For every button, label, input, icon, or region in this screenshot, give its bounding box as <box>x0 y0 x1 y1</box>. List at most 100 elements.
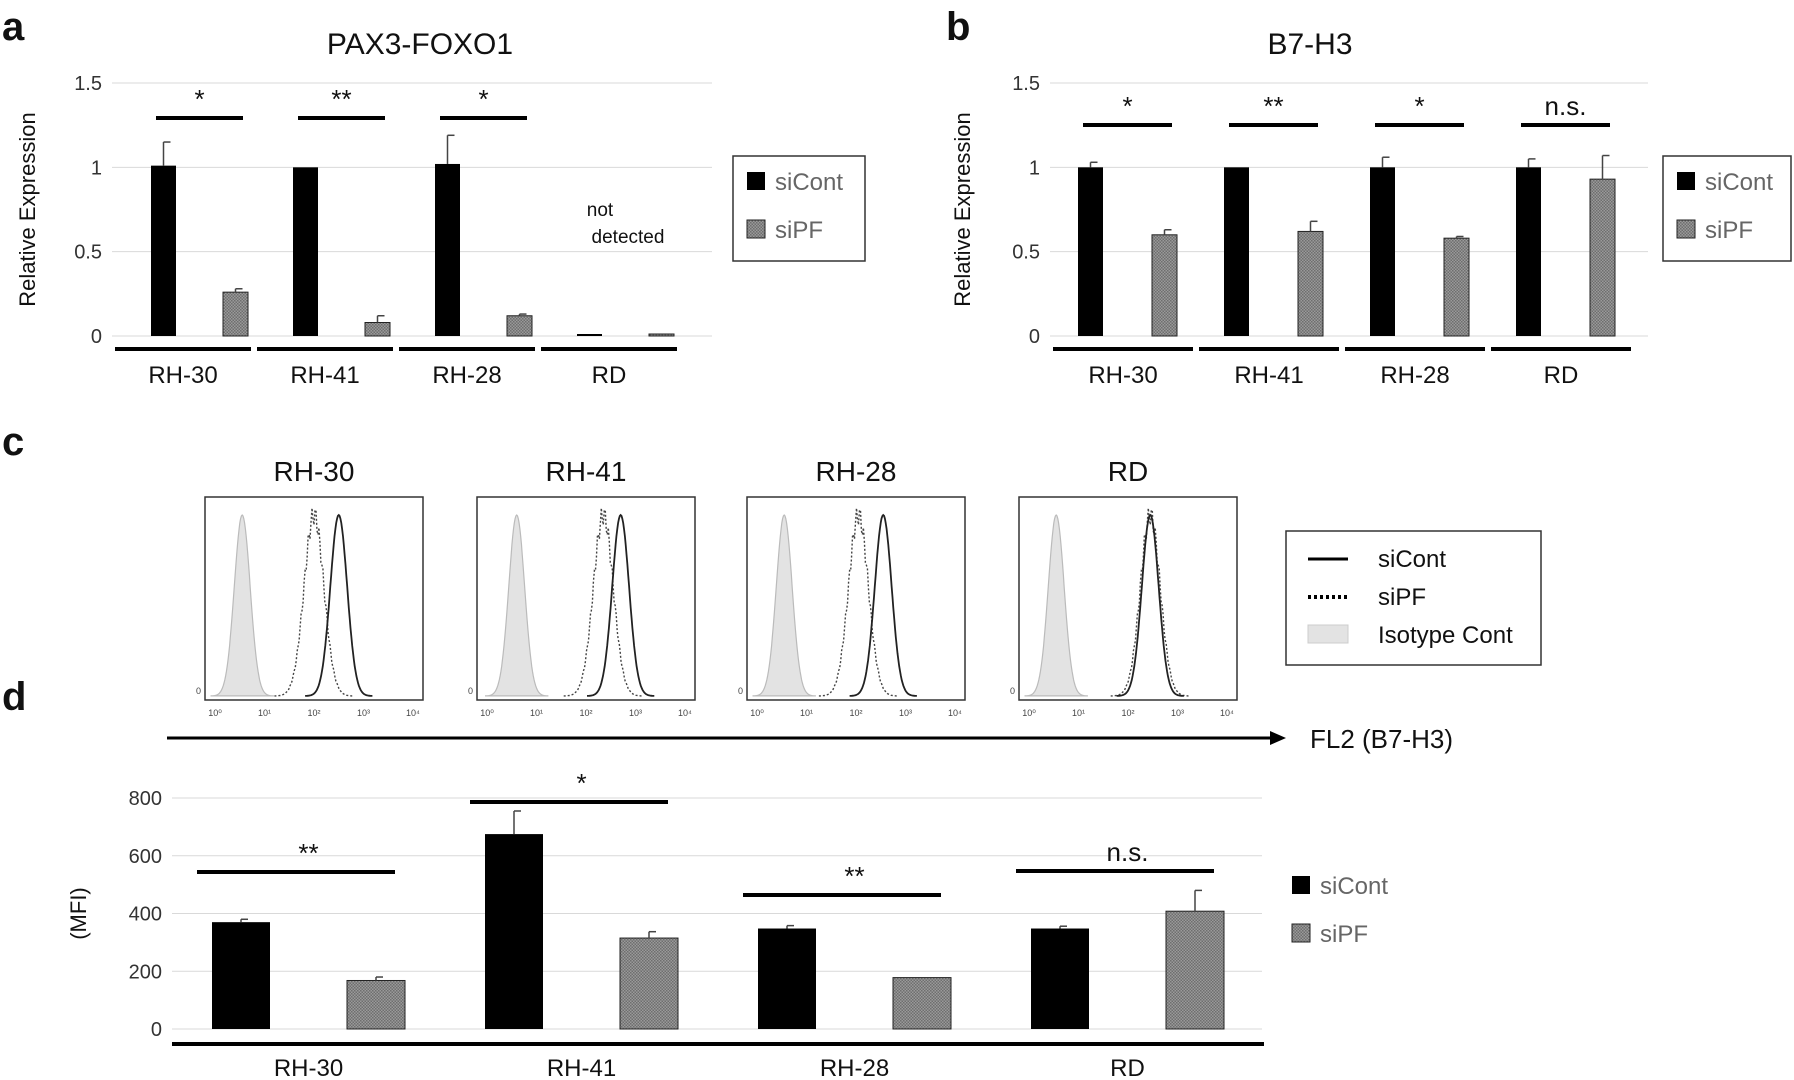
x-tick-label: 10³ <box>899 708 912 718</box>
x-tick-label: 10⁰ <box>208 708 222 718</box>
x-tick-label: 10¹ <box>258 708 271 718</box>
bar-siPF <box>506 315 533 337</box>
bar-siPF <box>1297 230 1324 337</box>
y-tick-label: 0 <box>1010 686 1015 696</box>
x-tick-label: RH-30 <box>148 362 217 389</box>
legend-swatch-siPF <box>1291 923 1311 943</box>
bar-siPF <box>222 291 249 337</box>
panel-label-c: c <box>2 420 24 464</box>
legend-label: siCont <box>1705 169 1773 196</box>
chart-title: B7-H3 <box>1267 28 1352 61</box>
legend-label: siCont <box>1378 546 1446 573</box>
bar-siPF <box>892 977 952 1030</box>
x-tick-label: 10⁴ <box>406 708 420 718</box>
significance-label: n.s. <box>1107 837 1149 867</box>
x-tick-label: RD <box>1544 362 1579 389</box>
significance-label: ** <box>1263 91 1283 121</box>
x-axis-arrowhead <box>1270 731 1286 745</box>
legend-label: siCont <box>775 169 843 196</box>
bar-siPF <box>1151 234 1178 337</box>
y-axis-label: (MFI) <box>66 887 91 940</box>
histogram-siCont <box>305 513 373 697</box>
x-tick-label: 10⁰ <box>480 708 494 718</box>
x-tick-label: 10³ <box>1171 708 1184 718</box>
legend-swatch-siCont <box>1677 172 1695 190</box>
bar-siCont <box>758 928 816 1029</box>
x-tick-label: RH-41 <box>1234 362 1303 389</box>
x-tick-label: 10³ <box>357 708 370 718</box>
significance-label: ** <box>331 84 351 114</box>
x-tick-label: 10² <box>849 708 862 718</box>
histogram-isotype <box>485 514 549 697</box>
legend-swatch-siCont <box>747 172 765 190</box>
x-tick-label: 10⁴ <box>1220 708 1234 718</box>
histogram-siPF <box>1110 508 1190 697</box>
x-tick-label: RD <box>592 362 627 389</box>
panel-label-a: a <box>2 5 25 49</box>
y-tick-label: 600 <box>129 846 162 868</box>
panel-label-d: d <box>2 675 26 719</box>
histogram-siCont <box>849 513 917 697</box>
significance-label: ** <box>844 861 864 891</box>
x-tick-label: RH-41 <box>290 362 359 389</box>
histogram-title: RH-30 <box>274 456 355 487</box>
chart-title: PAX3-FOXO1 <box>327 28 513 61</box>
y-tick-label: 0 <box>468 686 473 696</box>
histogram-siPF <box>818 508 899 697</box>
x-tick-label: RH-28 <box>432 362 501 389</box>
bar-siCont <box>151 165 176 336</box>
legend-label: siPF <box>1705 217 1753 244</box>
x-tick-label: RH-41 <box>547 1055 616 1080</box>
significance-label: * <box>478 84 488 114</box>
y-tick-label: 1 <box>91 157 102 179</box>
y-tick-label: 800 <box>129 788 162 810</box>
significance-label: n.s. <box>1545 91 1587 121</box>
x-tick-label: RH-28 <box>1380 362 1449 389</box>
x-tick-label: 10⁰ <box>750 708 764 718</box>
y-tick-label: 0 <box>91 326 102 348</box>
bar-siPF <box>1589 178 1616 337</box>
legend-label: Isotype Cont <box>1378 622 1513 649</box>
significance-label: * <box>194 84 204 114</box>
y-tick-label: 0 <box>151 1019 162 1041</box>
histogram-isotype <box>210 514 274 697</box>
bar-siPF <box>1165 910 1225 1030</box>
annotation-not-detected: not <box>587 200 614 221</box>
annotation-not-detected: detected <box>592 227 665 248</box>
significance-label: * <box>1122 91 1132 121</box>
bar-siCont <box>435 163 460 336</box>
significance-label: * <box>576 768 586 798</box>
y-tick-label: 200 <box>129 961 162 983</box>
y-axis-label: Relative Expression <box>950 112 975 306</box>
histogram-siCont <box>587 513 655 697</box>
legend-label: siCont <box>1320 873 1388 900</box>
bar-siCont <box>212 922 270 1029</box>
histogram-siCont <box>1116 513 1184 697</box>
bar-siCont <box>1078 167 1103 336</box>
y-tick-label: 0 <box>738 686 743 696</box>
bar-siPF <box>1443 237 1470 337</box>
bar-siCont <box>1516 167 1541 336</box>
x-tick-label: 10¹ <box>800 708 813 718</box>
significance-label: * <box>1414 91 1424 121</box>
bar-siPF <box>648 333 675 337</box>
y-tick-label: 1.5 <box>1012 73 1040 95</box>
x-tick-label: RH-28 <box>820 1055 889 1080</box>
histogram-siPF <box>274 508 354 697</box>
legend-label: siPF <box>775 217 823 244</box>
histogram-title: RH-28 <box>816 456 897 487</box>
y-tick-label: 0.5 <box>1012 242 1040 264</box>
y-tick-label: 400 <box>129 904 162 926</box>
x-tick-label: RD <box>1110 1055 1145 1080</box>
x-tick-label: 10⁴ <box>948 708 962 718</box>
x-tick-label: 10¹ <box>530 708 543 718</box>
histogram-title: RH-41 <box>546 456 627 487</box>
y-tick-label: 1.5 <box>74 73 102 95</box>
legend-label: siPF <box>1320 921 1368 948</box>
x-tick-label: RH-30 <box>1088 362 1157 389</box>
x-tick-label: 10² <box>579 708 592 718</box>
x-tick-label: 10⁰ <box>1022 708 1036 718</box>
y-tick-label: 0.5 <box>74 242 102 264</box>
bar-siCont <box>1370 167 1395 336</box>
